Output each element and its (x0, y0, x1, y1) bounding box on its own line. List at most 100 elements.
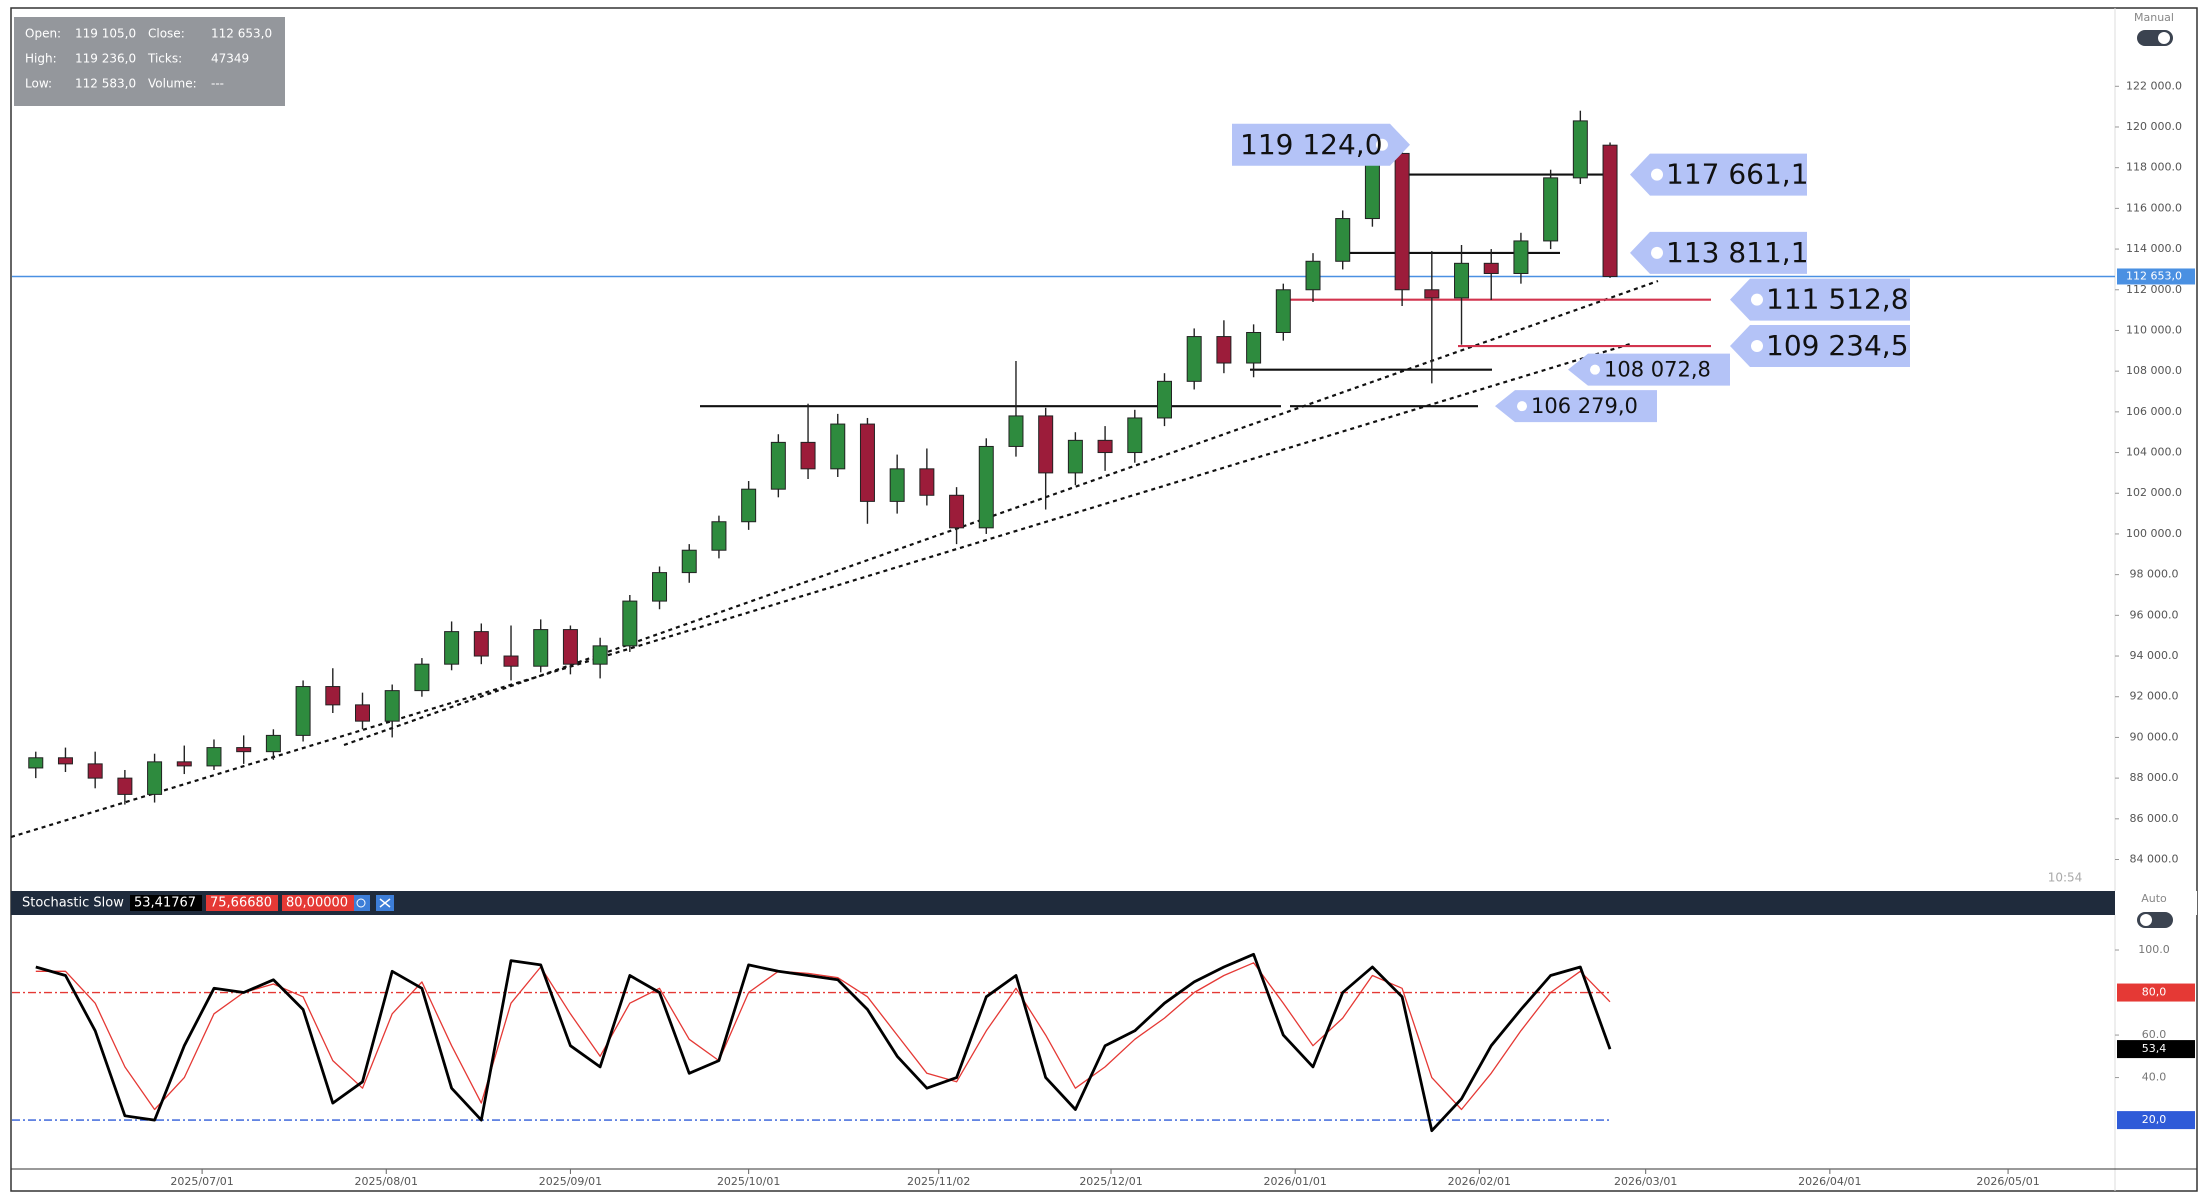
candle-body (770, 441, 786, 490)
level-tag (2117, 1111, 2195, 1130)
candle-body (949, 494, 965, 529)
candle-body (1008, 415, 1024, 447)
y-tick-label: 92 000.0 (2130, 690, 2179, 703)
indicator-axis-header (2115, 891, 2197, 915)
price-tag (1232, 123, 1410, 166)
price-tag-label: 111 512,8 (1766, 283, 1909, 316)
info-value: 112 583,0 (75, 77, 136, 91)
legend-entry: 75,66680 (210, 896, 272, 911)
candle-body (473, 631, 489, 657)
x-tick-label: 2026/01/01 (1263, 1175, 1326, 1188)
candle-body (206, 747, 222, 767)
stochastic-line (35, 952, 1612, 1133)
candle-body (1454, 262, 1470, 299)
candle-body (1424, 289, 1440, 299)
info-box-bg (14, 17, 285, 106)
y-tick-label: 108 000.0 (2126, 364, 2182, 377)
candle-body (28, 757, 44, 769)
candle-body (1602, 144, 1618, 277)
x-tick-label: 2026/04/01 (1798, 1175, 1861, 1188)
y-tick-label: 40.0 (2142, 1071, 2167, 1084)
x-tick-label: 2025/10/01 (717, 1175, 780, 1188)
candle-body (176, 761, 192, 767)
y-tick-label: 94 000.0 (2130, 649, 2179, 662)
toggle-knob (2140, 914, 2152, 926)
y-tick-label: 86 000.0 (2130, 812, 2179, 825)
candle-body (1305, 260, 1321, 291)
candle-body (830, 423, 846, 470)
x-tick-label: 2025/08/01 (355, 1175, 418, 1188)
y-tick-label: 104 000.0 (2126, 446, 2182, 459)
candle-body (622, 600, 638, 647)
price-tag-label: 119 124,0 (1240, 128, 1383, 161)
candle-body (978, 445, 994, 529)
eye-icon (356, 898, 366, 908)
candle-body (592, 645, 608, 665)
candle-body (1513, 240, 1529, 274)
candle-body (533, 629, 549, 667)
y-tick-label: 90 000.0 (2130, 730, 2179, 743)
candle-body (414, 663, 430, 692)
candle-body (1394, 152, 1410, 291)
y-tick-label: 96 000.0 (2130, 608, 2179, 621)
x-tick-label: 2026/03/01 (1614, 1175, 1677, 1188)
x-tick-label: 2026/05/01 (1976, 1175, 2039, 1188)
info-value: --- (211, 77, 224, 91)
y-tick-label: 60.0 (2142, 1028, 2167, 1041)
x-tick-label: 2025/12/01 (1079, 1175, 1142, 1188)
candle-body (800, 441, 816, 470)
y-tick-label: 98 000.0 (2130, 568, 2179, 581)
info-label: Ticks: (147, 52, 182, 66)
legend-entry-bg (206, 895, 278, 911)
clock: 10:54 (2048, 871, 2083, 885)
candle-body (1275, 289, 1291, 333)
indicator-title: Stochastic Slow (22, 896, 124, 911)
trend-line (343, 279, 1659, 747)
close-icon (379, 898, 391, 908)
price-tag (1495, 390, 1657, 423)
y-tick-label: 84 000.0 (2130, 853, 2179, 866)
visibility-button[interactable] (352, 895, 370, 911)
y-tick-label: 100.0 (2138, 943, 2170, 956)
tag-dot (1651, 168, 1663, 181)
candle-body (1543, 177, 1559, 242)
candle-body (1335, 218, 1351, 262)
candle-body (444, 631, 460, 665)
x-tick-label: 2025/11/02 (907, 1175, 970, 1188)
y-tick-label: 114 000.0 (2126, 242, 2182, 255)
y-tick-label: 118 000.0 (2126, 161, 2182, 174)
y-tick-label: 120 000.0 (2126, 120, 2182, 133)
candle-body (384, 690, 400, 722)
candle-body (236, 747, 252, 753)
last-value-label: 53,4 (2142, 1042, 2167, 1055)
x-tick-label: 2025/09/01 (539, 1175, 602, 1188)
y-tick-label: 106 000.0 (2126, 405, 2182, 418)
candle-body (1038, 415, 1054, 474)
level-legend: 80,00000 (286, 896, 348, 911)
candle-body (652, 572, 668, 602)
candle-body (1483, 262, 1499, 274)
candle-body (1186, 336, 1202, 382)
candle-body (325, 686, 341, 706)
info-label: High: (25, 52, 57, 66)
y-tick-label: 110 000.0 (2126, 323, 2182, 336)
candle-body (681, 549, 697, 574)
price-tag (1630, 153, 1807, 196)
level-tag-label: 20,0 (2142, 1113, 2167, 1126)
x-tick-label: 2025/07/01 (170, 1175, 233, 1188)
candle-body (57, 757, 73, 765)
tag-dot (1590, 364, 1600, 375)
info-value: 119 236,0 (75, 52, 136, 66)
info-value: 112 653,0 (211, 27, 272, 41)
y-tick-label: 88 000.0 (2130, 771, 2179, 784)
price-tag (1630, 231, 1807, 274)
tag-dot (1376, 138, 1388, 151)
candle-body (87, 763, 103, 779)
candle-body (355, 704, 370, 722)
info-label: Close: (148, 27, 185, 41)
candle-body (1127, 417, 1143, 454)
y-tick-label: 112 000.0 (2126, 283, 2182, 296)
signal-line (35, 962, 1611, 1111)
price-tag-label: 109 234,5 (1766, 329, 1909, 362)
